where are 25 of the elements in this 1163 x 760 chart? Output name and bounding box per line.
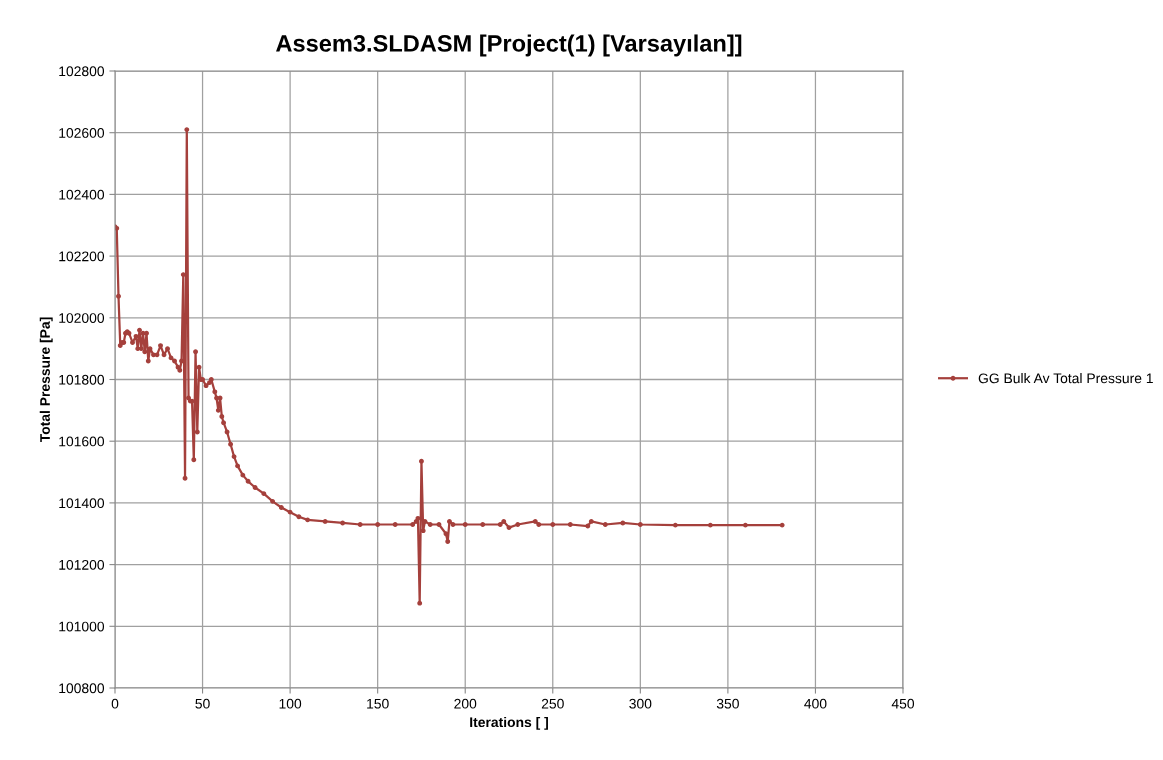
x-axis-title: Iterations [ ] bbox=[470, 716, 548, 730]
y-tick-label: 101600 bbox=[59, 436, 105, 447]
x-tick-label: 250 bbox=[541, 698, 564, 709]
x-tick-label: 400 bbox=[804, 698, 827, 709]
x-tick-label: 100 bbox=[279, 698, 302, 709]
y-tick-label: 102200 bbox=[59, 251, 105, 262]
x-tick-label: 200 bbox=[454, 698, 477, 709]
y-tick-label: 101800 bbox=[59, 374, 105, 385]
y-tick-label: 102600 bbox=[59, 128, 105, 138]
y-tick-label: 102400 bbox=[59, 189, 105, 200]
y-tick-label: 102000 bbox=[59, 313, 105, 323]
x-tick-label: 450 bbox=[891, 698, 915, 709]
y-tick-label: 101000 bbox=[59, 621, 105, 632]
y-tick-label: 100800 bbox=[59, 683, 105, 694]
x-tick-label: 300 bbox=[629, 698, 652, 709]
legend-label: GG Bulk Av Total Pressure 1 bbox=[978, 373, 1153, 384]
y-tick-label: 101200 bbox=[59, 559, 105, 570]
x-tick-label: 0 bbox=[111, 698, 119, 709]
chart-title: Assem3.SLDASM [Project(1) [Varsayılan]] bbox=[276, 34, 742, 57]
y-tick-label: 101400 bbox=[59, 498, 105, 509]
x-tick-label: 50 bbox=[195, 698, 210, 709]
y-tick-label: 102800 bbox=[59, 66, 105, 77]
x-tick-label: 150 bbox=[367, 698, 389, 709]
x-tick-label: 350 bbox=[716, 698, 739, 709]
y-axis-title: Total Pressure [Pa] bbox=[39, 317, 53, 443]
